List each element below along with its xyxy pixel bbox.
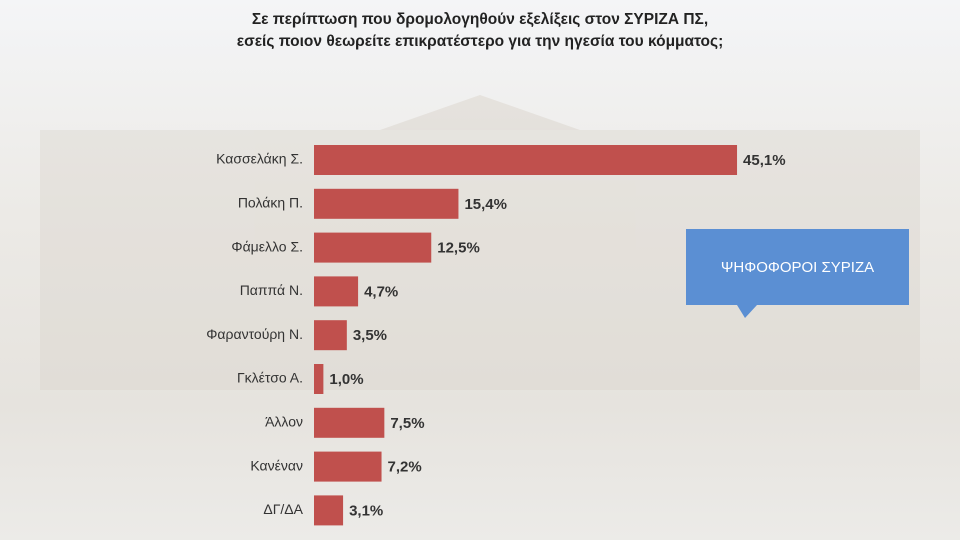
value-label: 3,1% <box>349 502 383 519</box>
category-label: Πολάκη Π. <box>238 195 303 211</box>
bar <box>314 320 347 351</box>
bar <box>314 407 385 438</box>
category-label: Φάμελλο Σ. <box>231 238 303 254</box>
pediment <box>380 95 580 130</box>
bar <box>314 188 459 219</box>
value-label: 15,4% <box>464 196 507 213</box>
value-label: 45,1% <box>743 152 786 169</box>
chart-title: Σε περίπτωση που δρομολογηθούν εξελίξεις… <box>236 11 724 50</box>
value-label: 7,5% <box>390 415 424 432</box>
bar <box>314 451 382 482</box>
annotation-box <box>686 229 909 318</box>
bar <box>314 232 432 263</box>
bar <box>314 145 738 175</box>
bar <box>314 364 324 394</box>
annotation-text: ΨΗΦΟΦΟΡΟΙ ΣΥΡΙΖΑ <box>721 259 874 276</box>
value-label: 4,7% <box>364 283 398 300</box>
category-label: Κασσελάκη Σ. <box>216 151 303 167</box>
bar <box>314 495 344 526</box>
value-label: 1,0% <box>329 371 363 388</box>
category-label: Άλλον <box>265 414 303 430</box>
value-label: 3,5% <box>353 327 387 344</box>
value-label: 12,5% <box>437 240 480 257</box>
category-label: ΔΓ/ΔΑ <box>263 501 303 517</box>
value-label: 7,2% <box>388 459 422 476</box>
category-label: Φαραντούρη Ν. <box>206 326 303 342</box>
category-label: Γκλέτσο Α. <box>237 370 303 386</box>
category-label: Παππά Ν. <box>240 282 303 298</box>
bar <box>314 276 359 307</box>
category-label: Κανέναν <box>250 457 303 473</box>
